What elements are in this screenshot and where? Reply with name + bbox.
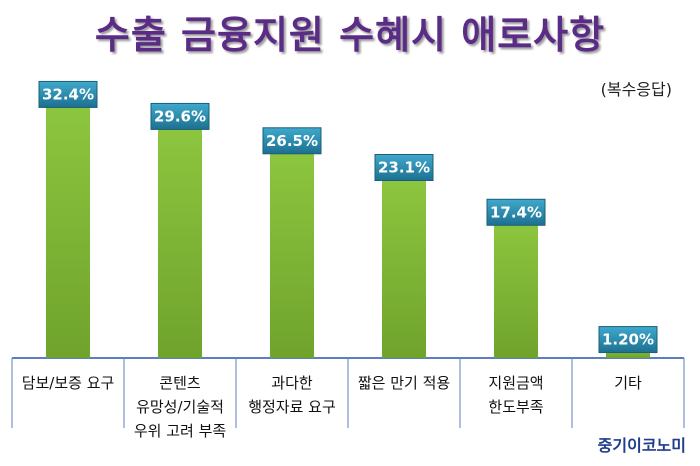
bar-2 bbox=[270, 149, 314, 358]
value-label-4: 17.4% bbox=[490, 203, 542, 221]
value-label-2: 26.5% bbox=[266, 132, 318, 150]
value-label-box-1 bbox=[150, 102, 210, 130]
category-label-1-2: 우위 고려 부족 bbox=[134, 422, 227, 440]
bar-4 bbox=[494, 221, 538, 358]
category-label-2-1: 행정자료 요구 bbox=[248, 398, 336, 416]
value-label-1: 29.6% bbox=[154, 107, 206, 125]
bar-3 bbox=[382, 176, 426, 358]
source-credit: 중기이코노미 bbox=[597, 436, 686, 455]
bar-1 bbox=[158, 125, 202, 358]
value-label-5: 1.20% bbox=[602, 331, 654, 349]
category-label-1-0: 콘텐츠 bbox=[159, 374, 201, 392]
category-label-4-1: 한도부족 bbox=[488, 398, 543, 416]
value-label-box-3 bbox=[374, 154, 434, 181]
value-label-box-0 bbox=[38, 80, 98, 108]
value-label-3: 23.1% bbox=[378, 159, 430, 177]
bar-5 bbox=[606, 348, 650, 358]
category-label-2-0: 과다한 bbox=[271, 374, 313, 392]
value-label-box-2 bbox=[262, 127, 322, 155]
bar-0 bbox=[46, 103, 90, 358]
category-label-1-1: 유망성/기술적 bbox=[136, 398, 224, 416]
value-label-0: 32.4% bbox=[42, 85, 94, 103]
value-label-box-5 bbox=[598, 326, 658, 354]
category-label-3-0: 짧은 만기 적용 bbox=[358, 374, 450, 392]
category-label-5-0: 기타 bbox=[614, 374, 642, 392]
category-label-0-0: 담보/보증 요구 bbox=[22, 374, 115, 392]
chart-subtitle: (복수응답) bbox=[600, 80, 672, 99]
value-label-box-4 bbox=[486, 198, 546, 226]
category-label-4-0: 지원금액 bbox=[488, 374, 543, 392]
chart-title: 수출 금융지원 수혜시 애로사항 bbox=[94, 13, 606, 57]
